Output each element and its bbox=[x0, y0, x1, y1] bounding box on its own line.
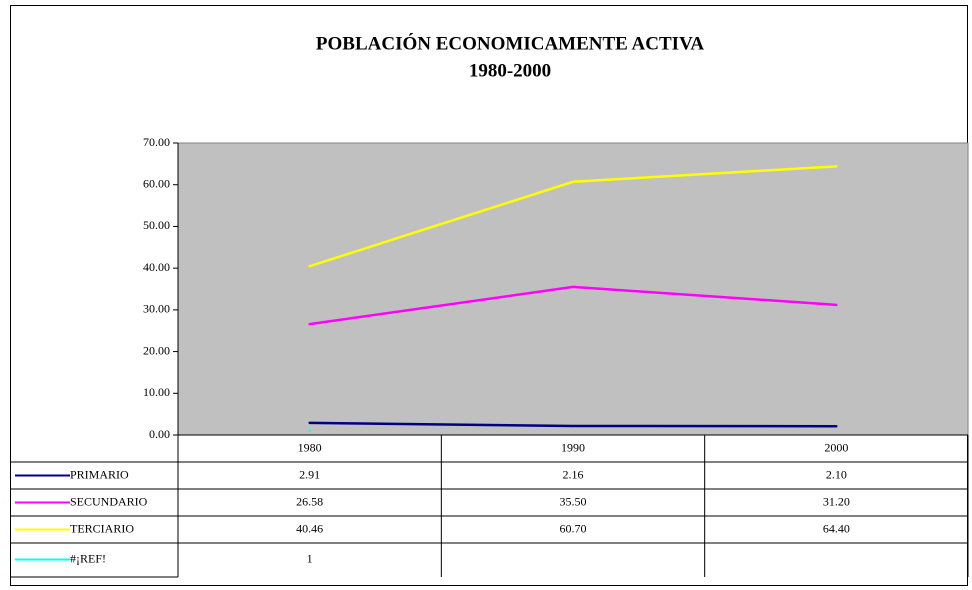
y-tick-label: 30.00 bbox=[143, 302, 170, 316]
y-tick-label: 20.00 bbox=[143, 343, 170, 357]
table-value: 1 bbox=[307, 551, 313, 565]
legend-label: TERCIARIO bbox=[70, 521, 134, 535]
table-value: 2.91 bbox=[299, 467, 320, 481]
x-tick-label: 1980 bbox=[298, 440, 322, 454]
table-value: 60.70 bbox=[560, 521, 587, 535]
series-line bbox=[308, 165, 838, 268]
table-value: 40.46 bbox=[296, 521, 323, 535]
x-tick-label: 2000 bbox=[824, 440, 848, 454]
y-tick-label: 70.00 bbox=[143, 135, 170, 149]
y-tick-label: 10.00 bbox=[143, 385, 170, 399]
y-tick-label: 40.00 bbox=[143, 260, 170, 274]
table-value: 26.58 bbox=[296, 494, 323, 508]
chart-subtitle: 1980-2000 bbox=[469, 60, 551, 81]
table-value: 31.20 bbox=[823, 494, 850, 508]
y-tick-label: 50.00 bbox=[143, 218, 170, 232]
y-tick-label: 60.00 bbox=[143, 176, 170, 190]
y-tick-label: 0.00 bbox=[149, 427, 170, 441]
table-value: 2.16 bbox=[563, 467, 584, 481]
legend-label: SECUNDARIO bbox=[70, 494, 148, 508]
table-value: 2.10 bbox=[826, 467, 847, 481]
series-line bbox=[308, 421, 838, 428]
chart-title: POBLACIÓN ECONOMICAMENTE ACTIVA bbox=[316, 32, 704, 54]
legend-label: PRIMARIO bbox=[70, 467, 129, 481]
table-value: 64.40 bbox=[823, 521, 850, 535]
x-tick-label: 1990 bbox=[561, 440, 585, 454]
table-value: 35.50 bbox=[560, 494, 587, 508]
legend-label: #¡REF! bbox=[70, 551, 106, 565]
series-line bbox=[308, 285, 838, 326]
plot-area bbox=[177, 142, 969, 436]
